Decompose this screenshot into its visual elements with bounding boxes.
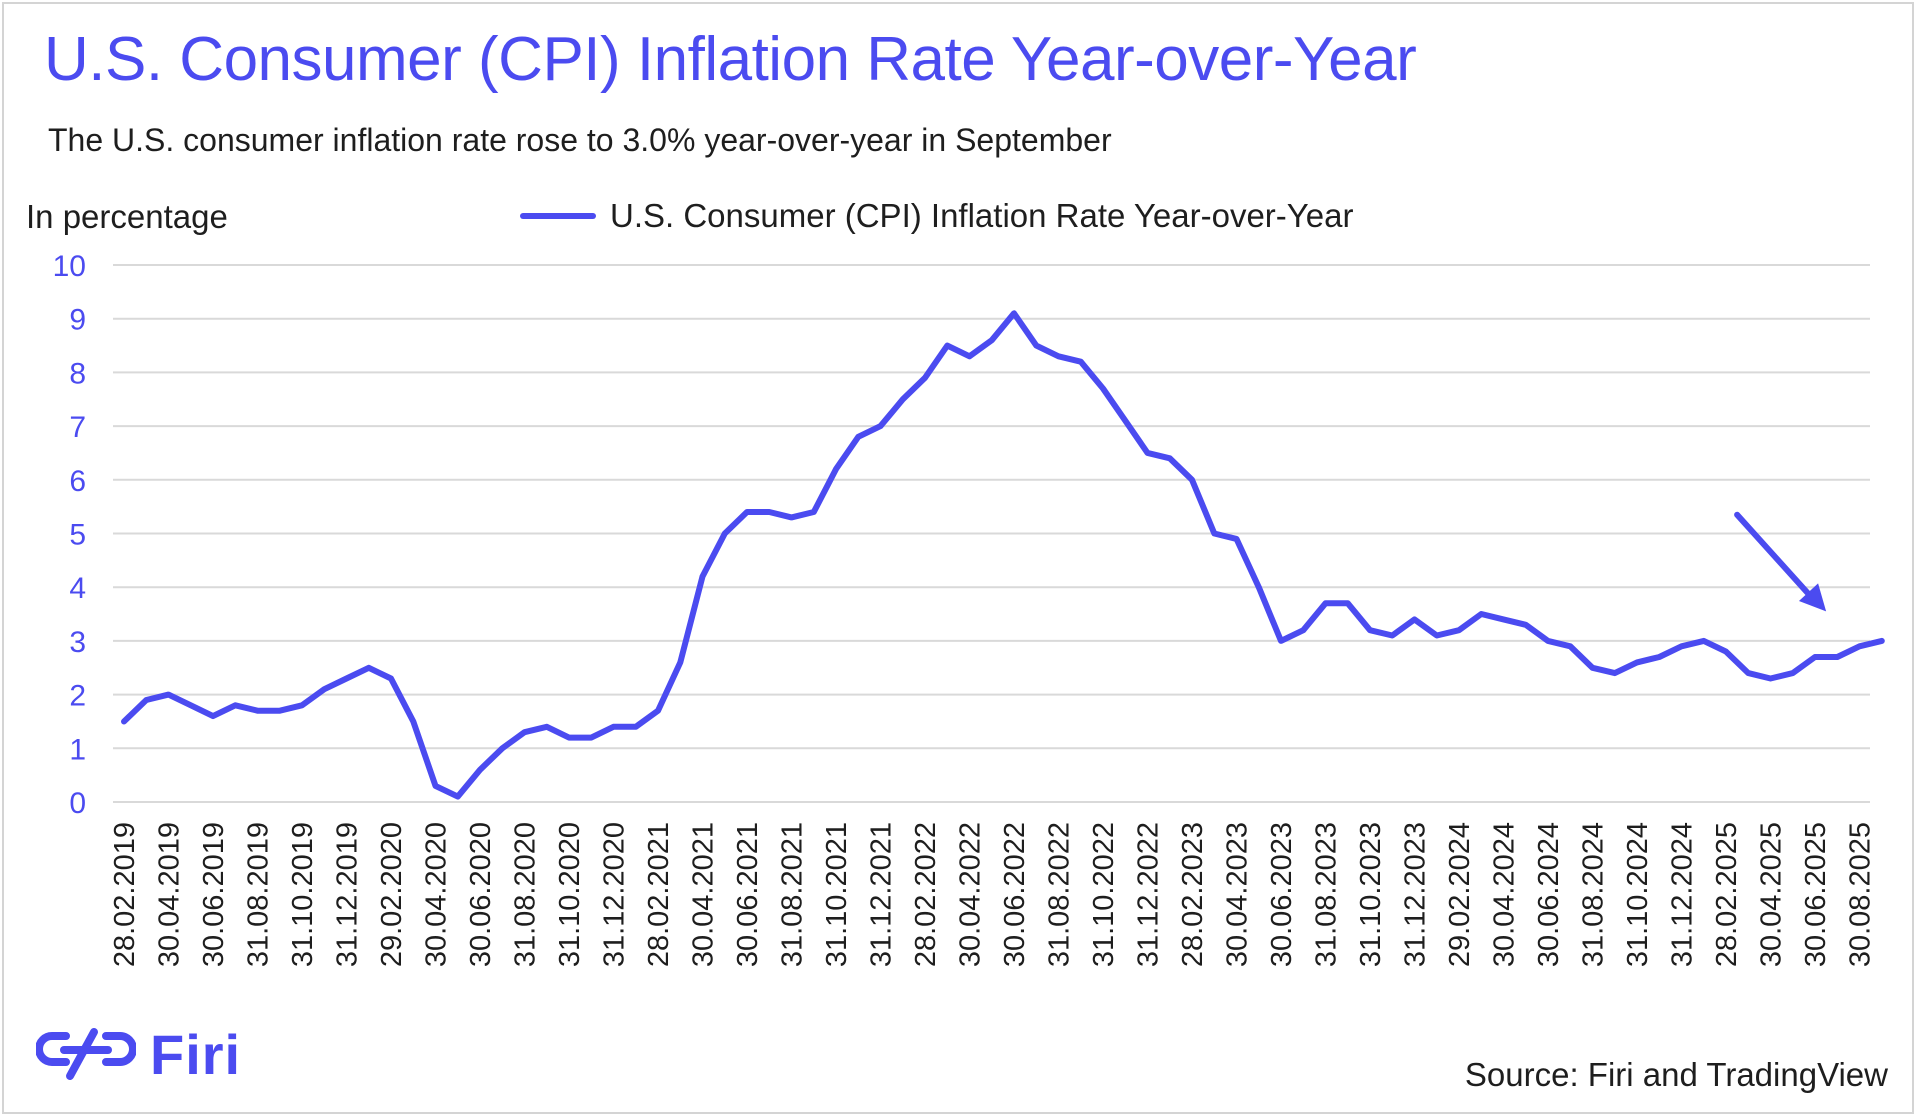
y-tick-label: 1: [69, 733, 86, 766]
x-tick-label: 30.06.2022: [999, 822, 1031, 967]
x-tick-label: 28.02.2023: [1177, 822, 1209, 967]
x-tick-label: 28.02.2022: [910, 822, 942, 967]
x-tick-label: 28.02.2025: [1711, 822, 1743, 967]
x-tick-label: 31.12.2024: [1667, 822, 1699, 967]
x-tick-label: 30.04.2021: [688, 822, 720, 967]
y-tick-label: 4: [69, 572, 86, 605]
brand-name: Firi: [150, 1022, 242, 1086]
x-tick-label: 30.06.2023: [1266, 822, 1298, 967]
x-tick-label: 28.02.2019: [109, 822, 141, 967]
legend-label: U.S. Consumer (CPI) Inflation Rate Year-…: [610, 197, 1354, 234]
x-tick-label: 31.10.2019: [287, 822, 319, 967]
x-tick-label: 31.10.2021: [821, 822, 853, 967]
y-axis-label: In percentage: [26, 198, 228, 235]
x-tick-label: 31.08.2019: [243, 822, 275, 967]
x-tick-label: 31.10.2024: [1622, 822, 1654, 967]
x-tick-label: 30.08.2025: [1845, 822, 1877, 967]
x-tick-label: 29.02.2024: [1444, 822, 1476, 967]
y-tick-label: 6: [69, 465, 86, 498]
trend-arrow-shaft: [1734, 511, 1820, 606]
x-tick-label: 30.04.2020: [421, 822, 453, 967]
x-tick-label: 30.04.2022: [955, 822, 987, 967]
x-tick-label: 31.10.2022: [1088, 822, 1120, 967]
source-note: Source: Firi and TradingView: [1464, 1056, 1888, 1093]
x-tick-label: 30.04.2023: [1222, 822, 1254, 967]
x-tick-label: 31.08.2022: [1044, 822, 1076, 967]
y-tick-label: 10: [53, 250, 86, 283]
x-tick-label: 30.04.2024: [1489, 822, 1521, 967]
y-tick-label: 8: [69, 357, 86, 390]
x-tick-label: 31.10.2023: [1355, 822, 1387, 967]
legend: U.S. Consumer (CPI) Inflation Rate Year-…: [520, 196, 1353, 236]
x-tick-label: 31.08.2020: [510, 822, 542, 967]
x-tick-label: 28.02.2021: [643, 822, 675, 967]
x-tick-label: 30.04.2025: [1756, 822, 1788, 967]
brand-logo: Firi: [36, 1022, 242, 1086]
x-tick-label: 30.06.2020: [465, 822, 497, 967]
y-tick-label: 2: [69, 680, 86, 713]
firi-logo-icon: [36, 1028, 136, 1080]
x-tick-label: 31.08.2021: [777, 822, 809, 967]
x-tick-label: 31.12.2023: [1400, 822, 1432, 967]
cpi-series-line: [121, 310, 1885, 800]
x-tick-label: 30.06.2025: [1800, 822, 1832, 967]
legend-swatch: [520, 213, 596, 219]
y-tick-label: 9: [69, 304, 86, 337]
y-tick-label: 0: [69, 787, 86, 820]
x-tick-label: 31.12.2021: [866, 822, 898, 967]
x-tick-label: 30.06.2019: [198, 822, 230, 967]
x-tick-label: 30.06.2021: [732, 822, 764, 967]
y-tick-label: 3: [69, 626, 86, 659]
x-tick-label: 31.08.2023: [1311, 822, 1343, 967]
y-tick-label: 5: [69, 519, 86, 552]
x-tick-label: 31.12.2020: [599, 822, 631, 967]
x-tick-label: 30.06.2024: [1533, 822, 1565, 967]
x-tick-label: 29.02.2020: [376, 822, 408, 967]
x-tick-label: 30.04.2019: [154, 822, 186, 967]
x-tick-label: 31.10.2020: [554, 822, 586, 967]
chart-subtitle: The U.S. consumer inflation rate rose to…: [48, 122, 1112, 158]
x-tick-label: 31.08.2024: [1578, 822, 1610, 967]
trend-arrow-head: [1798, 583, 1827, 612]
x-tick-label: 31.12.2019: [332, 822, 364, 967]
x-tick-label: 31.12.2022: [1133, 822, 1165, 967]
chart-title: U.S. Consumer (CPI) Inflation Rate Year-…: [44, 25, 1417, 94]
y-tick-label: 7: [69, 411, 86, 444]
